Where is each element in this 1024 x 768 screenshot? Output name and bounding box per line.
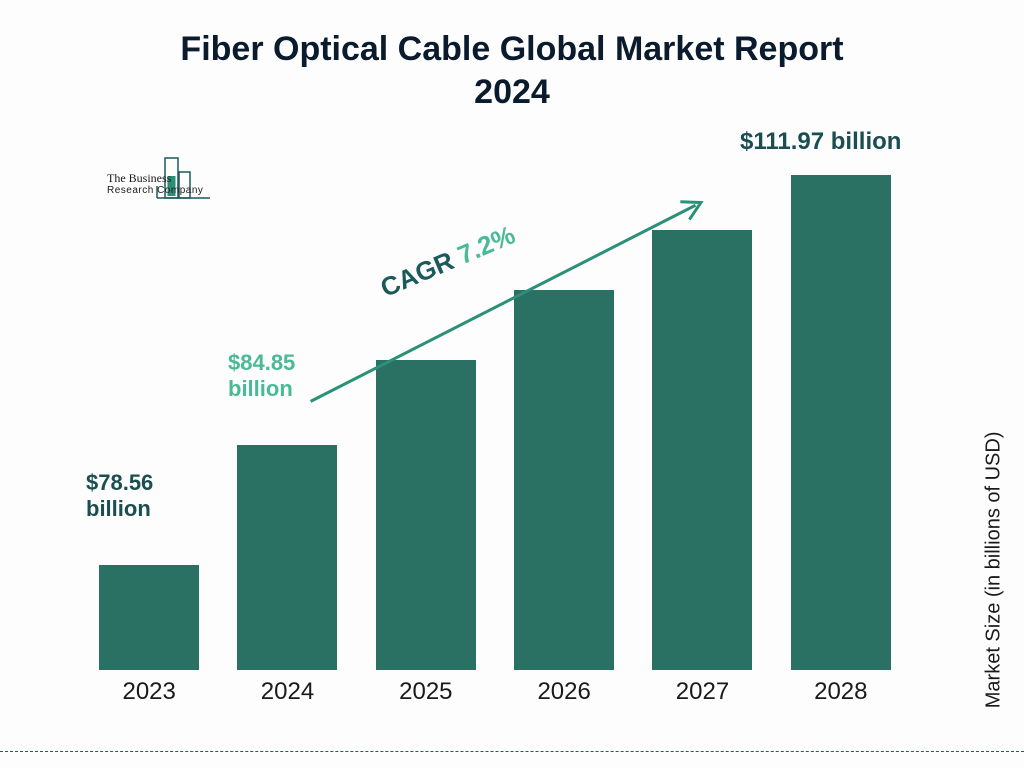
bar-2024 xyxy=(237,445,337,670)
bar-2023 xyxy=(99,565,199,670)
value-2023-amount: $78.56 xyxy=(86,470,153,495)
bar-wrap-2028 xyxy=(772,175,910,670)
x-label-2027: 2027 xyxy=(633,678,771,706)
chart-title: Fiber Optical Cable Global Market Report… xyxy=(0,0,1024,113)
value-2024-amount: $84.85 xyxy=(228,350,295,375)
bar-wrap-2025 xyxy=(357,360,495,670)
value-2028-amount: $111.97 billion xyxy=(740,128,901,155)
x-label-2023: 2023 xyxy=(80,678,218,706)
x-label-2026: 2026 xyxy=(495,678,633,706)
value-2023-unit: billion xyxy=(86,496,151,521)
title-line2: 2024 xyxy=(474,73,550,111)
bar-wrap-2024 xyxy=(218,445,356,670)
bar-2026 xyxy=(514,290,614,670)
bar-2025 xyxy=(376,360,476,670)
value-label-2024: $84.85 billion xyxy=(228,350,295,403)
x-label-2024: 2024 xyxy=(218,678,356,706)
bar-wrap-2026 xyxy=(495,290,633,670)
x-axis-labels: 2023 2024 2025 2026 2027 2028 xyxy=(80,678,910,706)
value-label-2028: $111.97 billion xyxy=(740,128,901,157)
x-label-2025: 2025 xyxy=(357,678,495,706)
value-2024-unit: billion xyxy=(228,376,293,401)
bar-wrap-2027 xyxy=(633,230,771,670)
bar-2028 xyxy=(791,175,891,670)
y-axis-label: Market Size (in billions of USD) xyxy=(983,432,1006,709)
value-label-2023: $78.56 billion xyxy=(86,470,153,523)
title-line1: Fiber Optical Cable Global Market Report xyxy=(180,30,843,68)
x-label-2028: 2028 xyxy=(772,678,910,706)
bar-wrap-2023 xyxy=(80,565,218,670)
bottom-divider xyxy=(0,751,1024,752)
bar-2027 xyxy=(652,230,752,670)
